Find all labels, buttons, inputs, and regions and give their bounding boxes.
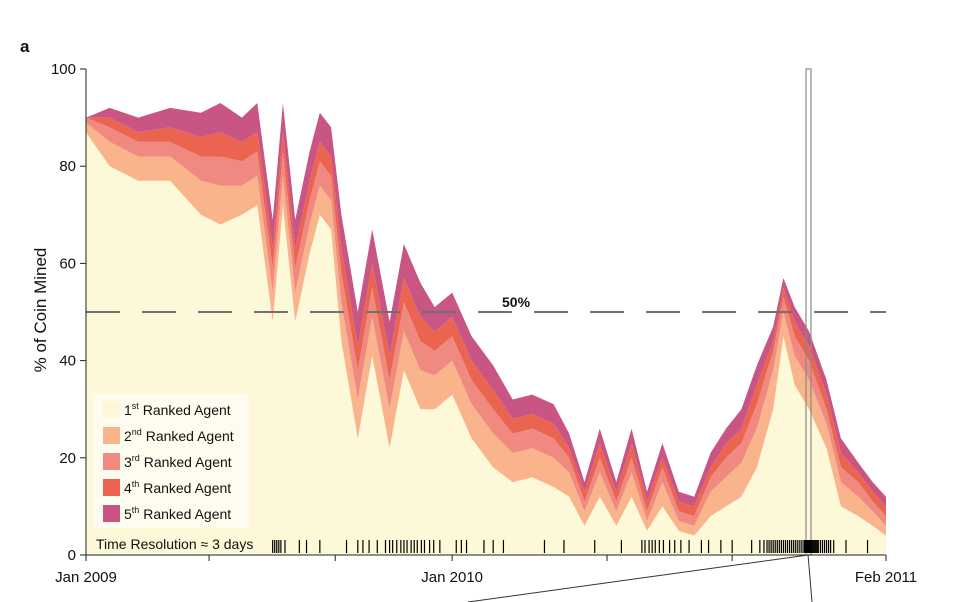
reference-line-group: 50% — [86, 294, 886, 313]
area-series-2 — [86, 122, 886, 536]
axes: 0 20 40 60 80 100 Jan 2009 Jan 2010 Feb 2011 — [51, 61, 917, 586]
zoom-line-left — [467, 554, 809, 602]
y-tick-label: 40 — [59, 353, 76, 370]
y-tick-label: 0 — [68, 547, 76, 564]
area-series-1 — [86, 132, 886, 555]
legend-entry-label: 4th Ranked Agent — [124, 479, 231, 496]
y-tick-label: 100 — [51, 61, 76, 78]
legend-entry-label: 2nd Ranked Agent — [124, 427, 234, 444]
rug-ticks — [272, 540, 869, 553]
stacked-areas — [86, 103, 886, 555]
y-tick-label: 60 — [59, 255, 76, 272]
legend-entry-label: 5th Ranked Agent — [124, 505, 231, 522]
legend-swatch — [103, 427, 120, 444]
legend-entry-label: 3rd Ranked Agent — [124, 453, 232, 470]
x-tick-label: Jan 2009 — [55, 569, 117, 586]
legend: 1st Ranked Agent 2nd Ranked Agent 3rd Rank… — [93, 394, 249, 528]
legend-swatch — [103, 479, 120, 496]
y-tick-label: 80 — [59, 158, 76, 175]
zoom-connector-lines — [467, 554, 813, 602]
legend-swatch — [103, 453, 120, 470]
time-resolution-note: Time Resolution ≈ 3 days — [96, 536, 253, 552]
y-axis-title: % of Coin Mined — [31, 248, 50, 373]
legend-swatch — [103, 505, 120, 522]
legend-entry-label: 1st Ranked Agent — [124, 401, 231, 418]
x-tick-label: Feb 2011 — [855, 569, 917, 586]
zoom-line-right — [807, 554, 813, 602]
reference-line-label: 50% — [502, 294, 531, 310]
x-tick-label: Jan 2010 — [421, 569, 483, 586]
legend-swatch — [103, 401, 120, 418]
y-tick-label: 20 — [59, 450, 76, 467]
panel-label: a — [20, 37, 30, 56]
